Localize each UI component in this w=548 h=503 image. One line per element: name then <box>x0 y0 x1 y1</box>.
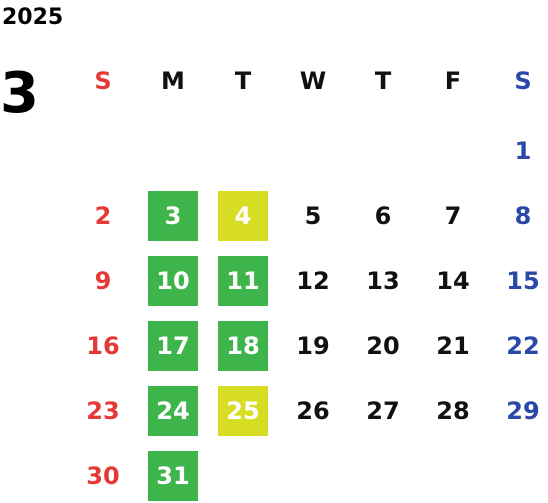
day-number: 31 <box>148 451 198 501</box>
day-cell: 24 <box>138 386 208 436</box>
day-cell: 29 <box>488 386 548 436</box>
day-number: 22 <box>506 332 540 360</box>
day-cell: 3 <box>138 191 208 241</box>
day-number: 18 <box>218 321 268 371</box>
day-cell: 13 <box>348 256 418 306</box>
day-cell: 23 <box>68 386 138 436</box>
day-number: 28 <box>436 397 470 425</box>
day-number: 27 <box>366 397 400 425</box>
day-cell: 12 <box>278 256 348 306</box>
day-number: 8 <box>514 202 532 230</box>
day-cell: 17 <box>138 321 208 371</box>
day-number: 7 <box>444 202 462 230</box>
day-number: 17 <box>148 321 198 371</box>
day-cell: 2 <box>68 191 138 241</box>
day-cell: 30 <box>68 451 138 501</box>
calendar-month: 3 <box>0 61 39 126</box>
day-number: 29 <box>506 397 540 425</box>
day-number: 30 <box>86 462 120 490</box>
day-cell: 27 <box>348 386 418 436</box>
day-number: 10 <box>148 256 198 306</box>
day-number: 23 <box>86 397 120 425</box>
day-number: 5 <box>304 202 322 230</box>
day-number: 26 <box>296 397 330 425</box>
day-number: 2 <box>94 202 112 230</box>
day-number: 13 <box>366 267 400 295</box>
day-number: 15 <box>506 267 540 295</box>
day-cell: 28 <box>418 386 488 436</box>
calendar-year: 2025 <box>2 5 64 30</box>
day-number: 4 <box>218 191 268 241</box>
day-cell: 18 <box>208 321 278 371</box>
day-number: 11 <box>218 256 268 306</box>
day-cell: 1 <box>488 126 548 176</box>
day-number: 16 <box>86 332 120 360</box>
day-cell: 16 <box>68 321 138 371</box>
weekday-sunday: S <box>94 67 112 95</box>
day-cell: 31 <box>138 451 208 501</box>
day-number: 19 <box>296 332 330 360</box>
weekday-header: S M T W T F S <box>68 60 548 102</box>
day-cell: 4 <box>208 191 278 241</box>
weekday-tuesday: T <box>234 67 252 95</box>
day-cell: 22 <box>488 321 548 371</box>
day-cell: 15 <box>488 256 548 306</box>
day-cell: 26 <box>278 386 348 436</box>
weekday-friday: F <box>444 67 462 95</box>
day-number: 9 <box>94 267 112 295</box>
weekday-monday: M <box>161 67 185 95</box>
day-number: 21 <box>436 332 470 360</box>
day-number: 25 <box>218 386 268 436</box>
day-number: 12 <box>296 267 330 295</box>
day-number: 1 <box>514 137 532 165</box>
day-cell: 21 <box>418 321 488 371</box>
day-cell: 7 <box>418 191 488 241</box>
weekday-thursday: T <box>374 67 392 95</box>
day-number: 14 <box>436 267 470 295</box>
day-number: 3 <box>148 191 198 241</box>
day-cell: 14 <box>418 256 488 306</box>
day-cell: 9 <box>68 256 138 306</box>
day-cell: 25 <box>208 386 278 436</box>
day-cell: 5 <box>278 191 348 241</box>
weekday-saturday: S <box>514 67 532 95</box>
day-cell: 20 <box>348 321 418 371</box>
day-number: 24 <box>148 386 198 436</box>
day-cell: 19 <box>278 321 348 371</box>
day-number: 6 <box>374 202 392 230</box>
day-cell: 6 <box>348 191 418 241</box>
day-number: 20 <box>366 332 400 360</box>
weekday-wednesday: W <box>299 67 327 95</box>
day-cell: 10 <box>138 256 208 306</box>
day-cell: 11 <box>208 256 278 306</box>
day-cell: 8 <box>488 191 548 241</box>
